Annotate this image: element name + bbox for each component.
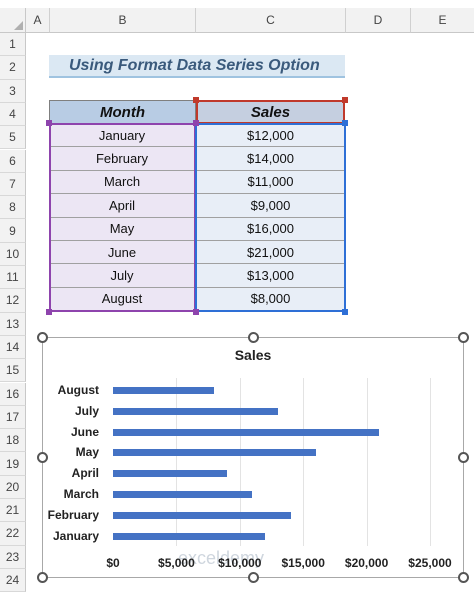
table-header-month[interactable]: Month xyxy=(49,100,196,124)
y-category-label: May xyxy=(75,445,99,460)
row-header[interactable]: 15 xyxy=(0,359,26,383)
selection-handle[interactable] xyxy=(46,309,52,315)
x-tick-label: $20,000 xyxy=(344,556,389,570)
x-tick-label: $25,000 xyxy=(408,556,452,570)
selection-handle[interactable] xyxy=(46,120,52,126)
x-tick-label: $5,000 xyxy=(158,556,195,570)
chart-resize-handle[interactable] xyxy=(458,452,469,463)
y-category-label: March xyxy=(63,487,99,501)
row-header[interactable]: 24 xyxy=(0,568,26,592)
y-category-label: February xyxy=(47,507,99,522)
x-tick-label: $0 xyxy=(106,556,120,570)
table-cell-month[interactable]: May xyxy=(49,217,196,241)
table-cell-month[interactable]: February xyxy=(49,147,196,171)
table-cell-sales[interactable]: $11,000 xyxy=(196,170,345,195)
selection-handle[interactable] xyxy=(342,97,348,103)
chart-resize-handle[interactable] xyxy=(248,572,259,583)
row-header[interactable]: 2 xyxy=(0,56,26,80)
table-cell-month[interactable]: August xyxy=(49,287,196,312)
selection-handle[interactable] xyxy=(193,309,199,315)
row-header[interactable]: 20 xyxy=(0,475,26,499)
gridline xyxy=(303,378,305,546)
y-category-label: January xyxy=(52,528,99,543)
chart-resize-handle[interactable] xyxy=(458,332,469,343)
bar-january[interactable] xyxy=(113,532,266,540)
x-tick-label: $15,000 xyxy=(281,556,325,570)
table-cell-month[interactable]: April xyxy=(49,194,196,218)
row-header[interactable]: 1 xyxy=(0,33,26,57)
y-category-label: July xyxy=(74,403,99,418)
table-header-sales[interactable]: Sales xyxy=(196,100,345,124)
table-cell-sales[interactable]: $16,000 xyxy=(196,217,345,241)
bar-april[interactable] xyxy=(113,470,228,478)
row-header[interactable]: 13 xyxy=(0,312,26,336)
table-cell-sales[interactable]: $9,000 xyxy=(196,194,345,218)
selection-handle[interactable] xyxy=(193,97,199,103)
sales-bar-chart[interactable]: Sales exceldemy $0 $5,000 $10,000 $15,000 $2… xyxy=(42,337,464,578)
table-cell-sales[interactable]: $14,000 xyxy=(196,147,345,171)
row-header[interactable]: 5 xyxy=(0,126,26,150)
row-header[interactable]: 3 xyxy=(0,79,26,103)
chart-title: Sales xyxy=(234,347,272,363)
selection-handle[interactable] xyxy=(342,120,348,126)
row-header[interactable]: 7 xyxy=(0,172,26,197)
table-cell-sales[interactable]: $21,000 xyxy=(196,241,345,265)
row-header[interactable]: 11 xyxy=(0,266,26,290)
row-header[interactable]: 17 xyxy=(0,405,26,430)
table-cell-month[interactable]: January xyxy=(49,124,196,148)
chart-resize-handle[interactable] xyxy=(37,452,48,463)
y-category-label: June xyxy=(70,424,99,439)
row-header[interactable]: 8 xyxy=(0,196,26,220)
row-header[interactable]: 4 xyxy=(0,102,26,127)
row-header[interactable]: 6 xyxy=(0,149,26,173)
row-header[interactable]: 18 xyxy=(0,429,26,453)
row-header[interactable]: 16 xyxy=(0,382,26,406)
select-all-corner[interactable] xyxy=(0,8,26,33)
table-cell-sales[interactable]: $8,000 xyxy=(196,287,345,312)
chart-resize-handle[interactable] xyxy=(37,572,48,583)
chart-resize-handle[interactable] xyxy=(248,332,259,343)
row-header[interactable]: 10 xyxy=(0,242,26,266)
bar-august[interactable] xyxy=(113,387,215,394)
bar-february[interactable] xyxy=(113,511,291,519)
chart-resize-handle[interactable] xyxy=(458,572,469,583)
selection-handle[interactable] xyxy=(193,120,199,126)
bar-may[interactable] xyxy=(113,449,316,457)
watermark: exceldemy xyxy=(178,548,265,568)
y-category-label: April xyxy=(71,466,99,481)
chart-resize-handle[interactable] xyxy=(37,332,48,343)
bar-june[interactable] xyxy=(113,428,380,436)
row-header[interactable]: 9 xyxy=(0,219,26,243)
row-header[interactable]: 12 xyxy=(0,289,26,313)
bar-march[interactable] xyxy=(113,491,253,498)
gridline xyxy=(239,378,241,546)
row-header[interactable]: 14 xyxy=(0,335,26,360)
column-header-a[interactable]: A xyxy=(26,8,50,33)
row-header[interactable]: 19 xyxy=(0,452,26,476)
row-header[interactable]: 21 xyxy=(0,499,26,523)
gridline xyxy=(430,378,431,546)
table-cell-month[interactable]: June xyxy=(49,241,196,265)
table-cell-sales[interactable]: $13,000 xyxy=(196,264,345,288)
x-tick-label: $10,000 xyxy=(218,556,262,570)
row-header[interactable]: 22 xyxy=(0,522,26,546)
column-header-c[interactable]: C xyxy=(196,8,346,33)
table-cell-sales[interactable]: $12,000 xyxy=(196,124,345,148)
y-category-label: August xyxy=(57,383,99,397)
gridline xyxy=(176,378,178,546)
column-header-e[interactable]: E xyxy=(411,8,474,33)
selection-handle[interactable] xyxy=(342,309,348,315)
row-header[interactable]: 23 xyxy=(0,545,26,569)
table-cell-month[interactable]: July xyxy=(49,264,196,288)
column-header-b[interactable]: B xyxy=(50,8,196,33)
table-cell-month[interactable]: March xyxy=(49,170,196,195)
page-title: Using Format Data Series Option xyxy=(49,55,345,78)
gridline xyxy=(366,378,368,546)
column-header-d[interactable]: D xyxy=(346,8,411,33)
bar-july[interactable] xyxy=(113,407,278,415)
